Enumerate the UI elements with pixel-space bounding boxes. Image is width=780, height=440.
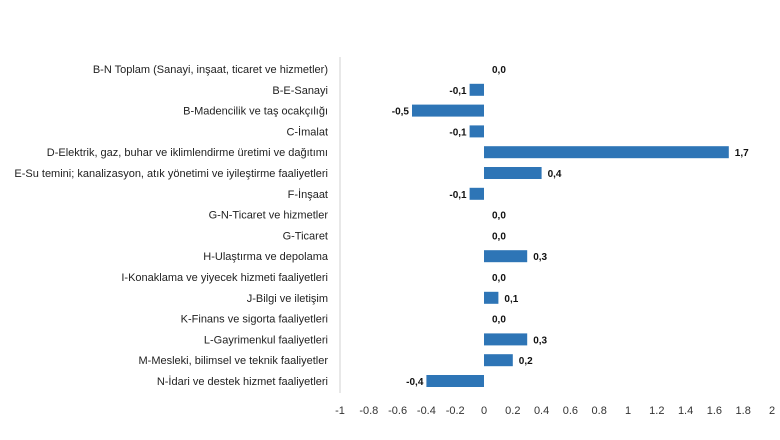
- category-label: M-Mesleki, bilimsel ve teknik faaliyetle…: [139, 355, 329, 367]
- bar: [484, 146, 729, 159]
- x-tick-label: 0.8: [592, 405, 607, 417]
- category-label: B-Madencilik ve taş ocakçılığı: [183, 106, 328, 118]
- x-tick-label: -1: [335, 405, 345, 417]
- data-label: 0,0: [492, 315, 506, 326]
- category-label: I-Konaklama ve yiyecek hizmeti faaliyetl…: [121, 272, 328, 284]
- x-tick-labels-group: -1 -0.8 -0.6 -0.4 -0.2 0 0.2 0.4 0.6 0.8 1 1.2 1.4 1.…: [335, 405, 775, 417]
- x-tick-label: 1.4: [678, 405, 693, 417]
- value-labels-group: 0,0 -0,1 -0,5 -0,1 1,7 0,4 -0,1 0,0 0,0 0,3 0,0 0,1…: [392, 65, 749, 388]
- category-label: G-Ticaret: [283, 230, 328, 242]
- data-label: -0,5: [392, 107, 410, 118]
- x-tick-label: 1.2: [649, 405, 664, 417]
- category-label: E-Su temini; kanalizasyon, atık yönetimi…: [14, 168, 328, 180]
- bar: [426, 375, 484, 387]
- category-label: L-Gayrimenkul faaliyetleri: [204, 334, 328, 346]
- x-tick-label: 0: [481, 405, 487, 417]
- data-label: 1,7: [735, 148, 749, 159]
- bar: [484, 354, 513, 367]
- bar: [469, 187, 484, 200]
- category-label: K-Finans ve sigorta faaliyetleri: [181, 314, 328, 326]
- x-tick-label: 2: [769, 405, 775, 417]
- x-tick-label: 0.2: [505, 405, 520, 417]
- data-label: 0,2: [519, 356, 533, 367]
- x-tick-label: 0.6: [563, 405, 578, 417]
- x-tick-label: -0.6: [388, 405, 407, 417]
- bar: [412, 104, 484, 117]
- data-label: 0,0: [492, 211, 506, 222]
- category-label: H-Ulaştırma ve depolama: [203, 251, 329, 263]
- category-label: D-Elektrik, gaz, buhar ve iklimlendirme …: [47, 147, 328, 159]
- category-label: C-İmalat: [286, 125, 328, 138]
- data-label: 0,3: [533, 252, 547, 263]
- data-label: -0,1: [449, 190, 467, 201]
- data-label: -0,1: [449, 127, 467, 138]
- x-tick-label: -0.8: [359, 405, 378, 417]
- category-label: F-İnşaat: [288, 188, 328, 201]
- data-label: 0,0: [492, 273, 506, 284]
- data-label: 0,0: [492, 231, 506, 242]
- data-label: 0,0: [492, 65, 506, 76]
- data-label: 0,4: [548, 169, 562, 180]
- x-tick-label: -0.4: [417, 405, 436, 417]
- data-label: 0,1: [504, 294, 518, 305]
- data-label: 0,3: [533, 335, 547, 346]
- x-tick-label: -0.2: [446, 405, 465, 417]
- category-label: N-İdari ve destek hizmet faaliyetleri: [157, 375, 328, 388]
- bar: [484, 250, 528, 263]
- data-label: -0,1: [449, 86, 467, 97]
- category-label: B-N Toplam (Sanayi, inşaat, ticaret ve h…: [93, 64, 328, 76]
- bar: [484, 333, 528, 346]
- x-tick-label: 0.4: [534, 405, 549, 417]
- x-tick-label: 1: [625, 405, 631, 417]
- bars-group: [412, 83, 729, 387]
- category-label: B-E-Sanayi: [272, 85, 328, 97]
- bar: [484, 167, 542, 179]
- data-label: -0,4: [406, 377, 424, 388]
- x-tick-label: 1.8: [736, 405, 751, 417]
- bar: [469, 83, 484, 96]
- x-tick-label: 1.6: [707, 405, 722, 417]
- bar: [469, 125, 484, 138]
- bar: [484, 291, 499, 304]
- category-label: G-N-Ticaret ve hizmetler: [209, 210, 329, 222]
- category-labels-group: B-N Toplam (Sanayi, inşaat, ticaret ve h…: [14, 64, 329, 388]
- category-label: J-Bilgi ve iletişim: [247, 293, 328, 305]
